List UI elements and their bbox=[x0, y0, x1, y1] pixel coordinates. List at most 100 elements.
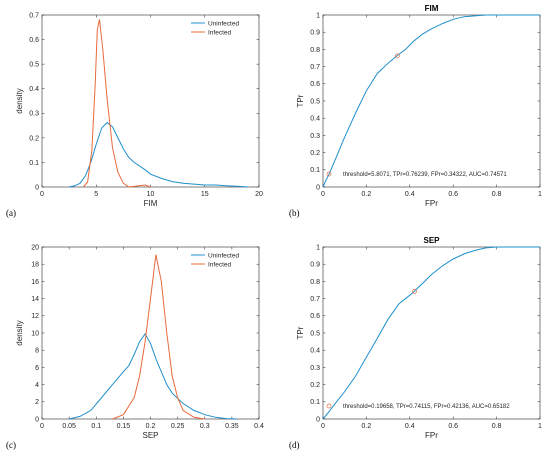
series-line-roc bbox=[322, 14, 540, 188]
y-tick-label: 8 bbox=[35, 348, 39, 355]
y-tick-label: 16 bbox=[31, 279, 39, 286]
x-tick-label: 1 bbox=[538, 191, 542, 198]
series-line-infected bbox=[112, 254, 205, 420]
chart-title: FIM bbox=[425, 4, 439, 13]
y-tick-label: 0.6 bbox=[310, 81, 320, 88]
x-tick-label: 0.15 bbox=[117, 423, 131, 430]
panel-2: 0 0.2 0.4 0.6 0.8 1 0 0.1 0.2 0.3 0.4 0.5 0.6 0.7 0.8 0… bbox=[289, 4, 542, 218]
roc-annotation: threshold=0.19658, TPr=0.74115, FPr=0.42… bbox=[343, 404, 510, 410]
annotation-marker bbox=[326, 171, 332, 177]
y-axis-label: TPr bbox=[296, 94, 305, 107]
x-tick-label: 0.3 bbox=[200, 423, 210, 430]
x-tick-label: 0.05 bbox=[62, 423, 76, 430]
series-line-infected bbox=[82, 19, 151, 188]
y-axis-label: TPr bbox=[296, 326, 305, 339]
x-tick-label: 0.4 bbox=[405, 191, 415, 198]
legend-entry: Uninfected bbox=[208, 252, 239, 259]
x-tick-label: 0.35 bbox=[225, 423, 239, 430]
panel-label: (d) bbox=[289, 440, 300, 450]
y-tick-label: 0.2 bbox=[29, 135, 39, 142]
y-tick-label: 0.2 bbox=[310, 382, 320, 389]
y-tick-label: 0.3 bbox=[310, 365, 320, 372]
y-tick-label: 0.9 bbox=[310, 262, 320, 269]
x-tick-label: 0.2 bbox=[362, 423, 372, 430]
x-tick-label: 0.4 bbox=[405, 423, 415, 430]
y-axis-label: density bbox=[15, 88, 24, 113]
y-tick-label: 0.5 bbox=[310, 330, 320, 337]
y-tick-label: 0 bbox=[316, 416, 320, 423]
x-tick-label: 0 bbox=[321, 423, 325, 430]
x-tick-label: 0.6 bbox=[448, 191, 458, 198]
y-tick-label: 18 bbox=[31, 262, 39, 269]
y-tick-label: 0 bbox=[35, 416, 39, 423]
y-tick-label: 0.5 bbox=[29, 62, 39, 69]
y-tick-label: 0.5 bbox=[310, 98, 320, 105]
y-tick-label: 0.3 bbox=[310, 133, 320, 140]
y-tick-label: 6 bbox=[35, 365, 39, 372]
x-tick-label: 1 bbox=[538, 423, 542, 430]
y-tick-label: 0.8 bbox=[310, 279, 320, 286]
y-tick-label: 0.1 bbox=[29, 160, 39, 167]
x-tick-label: 0.1 bbox=[91, 423, 101, 430]
x-tick-label: 0.8 bbox=[492, 191, 502, 198]
panel-label: (a) bbox=[6, 208, 16, 218]
legend-entry: Uninfected bbox=[208, 20, 239, 27]
y-tick-label: 10 bbox=[31, 330, 39, 337]
x-axis-label: SEP bbox=[142, 431, 158, 440]
x-tick-label: 0 bbox=[321, 191, 325, 198]
y-tick-label: 0.3 bbox=[29, 111, 39, 118]
panel-4: 0 0.2 0.4 0.6 0.8 1 0 0.1 0.2 0.3 0.4 0.5 0.6 0.7 0.8 0… bbox=[289, 236, 542, 450]
y-tick-label: 0.2 bbox=[310, 150, 320, 157]
panel-3: 0 0.05 0.1 0.15 0.2 0.25 0.3 0.35 0.4 0 2 4 6 8 10 12 14… bbox=[6, 244, 264, 450]
threshold-marker bbox=[412, 289, 417, 294]
y-axis-label: density bbox=[15, 320, 24, 345]
y-tick-label: 0.1 bbox=[310, 399, 320, 406]
y-tick-label: 0.4 bbox=[310, 348, 320, 355]
x-tick-label: 0.25 bbox=[171, 423, 185, 430]
y-tick-label: 12 bbox=[31, 313, 39, 320]
x-tick-label: 0.2 bbox=[362, 191, 372, 198]
chart-title: SEP bbox=[423, 236, 440, 245]
y-tick-label: 1 bbox=[316, 244, 320, 251]
y-tick-label: 0.8 bbox=[310, 47, 320, 54]
y-tick-label: 20 bbox=[31, 244, 39, 251]
y-tick-label: 0.7 bbox=[310, 296, 320, 303]
x-tick-label: 0.2 bbox=[146, 423, 156, 430]
panel-label: (c) bbox=[6, 440, 16, 450]
y-tick-label: 0.6 bbox=[29, 37, 39, 44]
y-tick-label: 0 bbox=[35, 184, 39, 191]
series-line-roc bbox=[322, 246, 540, 420]
series-line-uninfected bbox=[68, 332, 238, 420]
x-tick-label: 20 bbox=[255, 191, 263, 198]
panel-1: 0 5 10 15 20 0 0.1 0.2 0.3 0.4 0.5 0.6 0.7 FIM density… bbox=[6, 12, 263, 218]
roc-annotation: threshold=5.8071, TPr=0.76239, FPr=0.343… bbox=[343, 172, 507, 178]
y-tick-label: 0.9 bbox=[310, 30, 320, 37]
y-tick-label: 2 bbox=[35, 399, 39, 406]
x-axis-label: FPr bbox=[425, 431, 438, 440]
x-tick-label: 0.4 bbox=[254, 423, 264, 430]
series-line-uninfected bbox=[68, 121, 249, 188]
y-tick-label: 0 bbox=[316, 184, 320, 191]
x-tick-label: 0.8 bbox=[492, 423, 502, 430]
threshold-marker bbox=[395, 53, 400, 59]
y-tick-label: 0.6 bbox=[310, 313, 320, 320]
x-tick-label: 0.6 bbox=[448, 423, 458, 430]
y-tick-label: 0.4 bbox=[310, 116, 320, 123]
y-tick-label: 14 bbox=[31, 296, 39, 303]
y-tick-label: 4 bbox=[35, 382, 39, 389]
y-tick-label: 0.7 bbox=[310, 64, 320, 71]
x-axis-label: FPr bbox=[425, 199, 438, 208]
y-tick-label: 0.1 bbox=[310, 167, 320, 174]
plot-frame bbox=[322, 14, 541, 188]
plot-frame bbox=[322, 246, 541, 420]
legend-entry: Infected bbox=[208, 261, 232, 268]
x-tick-label: 5 bbox=[94, 191, 98, 198]
x-tick-label: 0 bbox=[40, 191, 44, 198]
y-tick-label: 0.7 bbox=[29, 12, 39, 19]
plot-frame bbox=[41, 246, 260, 420]
y-tick-label: 0.4 bbox=[29, 86, 39, 93]
x-axis-label: FIM bbox=[144, 199, 158, 208]
x-tick-label: 15 bbox=[201, 191, 209, 198]
x-tick-label: 10 bbox=[147, 191, 155, 198]
